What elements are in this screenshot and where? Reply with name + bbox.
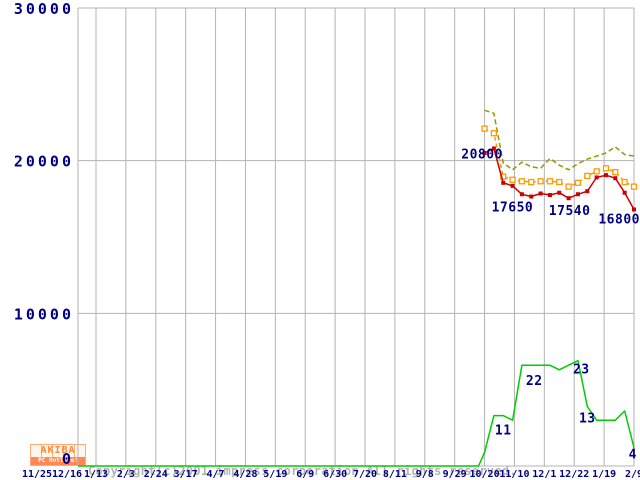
average-price-marker <box>621 178 628 186</box>
x-tick-label: 12/16 <box>52 469 82 480</box>
average-price-marker <box>537 178 544 185</box>
lowest-price-marker <box>613 176 618 181</box>
average-price-marker <box>518 178 526 185</box>
y-tick-label: 10000 <box>14 305 74 323</box>
shop-count-value-label: 11 <box>495 424 512 439</box>
x-tick-label: 8/11 <box>383 469 407 480</box>
x-tick-label: 10/20 <box>470 469 500 480</box>
x-tick-label: 2/9 <box>625 469 640 480</box>
x-tick-label: 1/13 <box>84 469 108 480</box>
x-tick-label: 12/22 <box>559 469 589 480</box>
copyright-line-1: Copyright(c)2001 impress corporation All… <box>88 464 517 478</box>
x-tick-label: 4/7 <box>207 469 225 480</box>
lowest-price-marker <box>538 191 543 196</box>
lowest-price-marker <box>519 192 524 197</box>
x-tick-label: 3/17 <box>174 469 198 480</box>
average-price-marker <box>556 178 563 186</box>
average-price-marker <box>565 183 572 190</box>
shop-count-value-label: 4 <box>629 448 637 463</box>
lowest-price-marker <box>594 175 599 180</box>
x-tick-label: 1/19 <box>592 469 616 480</box>
lowest-price-marker <box>603 173 608 178</box>
lowest-price-value-label: 20800 <box>461 147 503 162</box>
average-price-marker <box>630 183 638 190</box>
lowest-price-marker <box>510 183 515 188</box>
x-tick-label: 5/19 <box>263 469 287 480</box>
lowest-price-marker <box>547 193 552 198</box>
x-tick-label: 9/29 <box>443 469 467 480</box>
lowest-price-marker <box>501 180 506 185</box>
logo-akiba-text: AKIBA <box>31 445 85 457</box>
x-tick-label: 6/9 <box>296 469 314 480</box>
shop-count-value-label: 22 <box>526 374 543 389</box>
average-price-marker <box>593 168 600 175</box>
lowest-price-marker <box>575 192 580 197</box>
lowest-price-marker <box>585 189 590 194</box>
y-tick-label: 20000 <box>14 153 74 171</box>
x-tick-label: 6/30 <box>323 469 347 480</box>
lowest-price-value-label: 17540 <box>549 204 591 219</box>
x-tick-label: 9/8 <box>416 469 434 480</box>
shop-count-value-label: 13 <box>579 411 596 426</box>
x-tick-label: 12/1 <box>532 469 556 480</box>
average-price-marker <box>546 178 554 185</box>
average-price-marker <box>490 130 498 137</box>
average-price-marker <box>612 168 619 176</box>
x-tick-label: 4/28 <box>233 469 257 480</box>
shop-count-line <box>78 359 635 467</box>
lowest-price-marker <box>482 151 487 156</box>
x-tick-label: 11/25 <box>22 469 52 480</box>
x-tick-label: 2/3 <box>117 469 135 480</box>
average-price-marker <box>500 173 507 180</box>
average-price-marker <box>574 179 582 186</box>
copyright-watermark: Copyright(c)2001 impress corporation All… <box>88 444 517 480</box>
lowest-price-marker <box>557 190 562 195</box>
x-tick-label: 7/20 <box>353 469 377 480</box>
logo-pc-hotline-text: PC Hotline! <box>31 457 85 465</box>
shop-count-value-label: 23 <box>573 363 590 378</box>
average-price-line <box>484 127 635 188</box>
x-tick-label: 11/10 <box>499 469 529 480</box>
highest-price-line <box>484 109 635 171</box>
y-tick-label: 30000 <box>14 0 74 18</box>
average-price-marker <box>509 176 516 183</box>
average-price-marker <box>584 172 591 180</box>
lowest-price-marker <box>632 207 636 212</box>
lowest-price-value-label: 16800 <box>598 213 640 228</box>
lowest-price-marker <box>529 194 534 199</box>
lowest-price-marker <box>622 190 627 195</box>
average-price-marker <box>602 165 610 172</box>
lowest-price-marker <box>491 146 496 151</box>
y-tick-label: 0 <box>62 450 74 468</box>
akiba-pc-hotline-logo: AKIBA PC Hotline! <box>30 444 86 466</box>
average-price-marker <box>528 178 535 186</box>
lowest-price-marker <box>566 196 571 201</box>
x-tick-label: 2/24 <box>144 469 168 480</box>
average-price-marker <box>481 125 488 132</box>
lowest-price-value-label: 17650 <box>492 201 534 216</box>
